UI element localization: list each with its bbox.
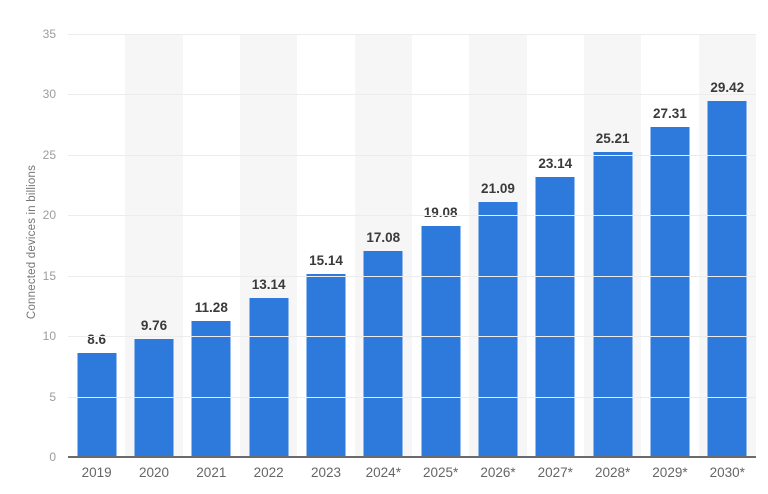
x-tick-label-2022: 2022 xyxy=(253,465,284,480)
bar-2026*[interactable] xyxy=(478,202,518,457)
column-2022: 13.14 xyxy=(239,34,298,457)
column-2025*: 19.08 xyxy=(412,34,469,457)
bar-value-label-2020: 9.76 xyxy=(140,318,168,334)
y-tick-label-30: 30 xyxy=(42,87,56,102)
x-axis: 2019 2020 2021 2022 2023 2024* 2025* 2026* 2027*… xyxy=(68,465,756,480)
plot-area: 8.6 9.76 11.28 13.14 15.14 17.08 19.08 21.09 23.… xyxy=(68,34,756,457)
column-2023: 15.14 xyxy=(297,34,354,457)
bar-value-label-2022: 13.14 xyxy=(251,277,286,293)
y-tick-label-35: 35 xyxy=(42,27,56,41)
y-tick-label-20: 20 xyxy=(42,208,56,223)
bar-2030*[interactable] xyxy=(707,101,747,457)
bar-value-label-2029*: 27.31 xyxy=(653,105,687,121)
bar-value-label-2021: 11.28 xyxy=(194,299,228,315)
column-2024*: 17.08 xyxy=(354,34,412,457)
y-axis-title: Connected devices in billions xyxy=(26,164,38,320)
bar-2022[interactable] xyxy=(249,298,289,457)
x-tick-label-2030*: 2030* xyxy=(709,465,745,480)
gridline-35 xyxy=(68,34,756,35)
column-2020: 9.76 xyxy=(125,34,183,457)
bar-2021[interactable] xyxy=(191,320,231,457)
x-tick-label-2023: 2023 xyxy=(310,465,341,480)
bar-2027*[interactable] xyxy=(535,177,575,457)
x-tick-label-2024*: 2024* xyxy=(365,465,401,480)
x-tick-label-2020: 2020 xyxy=(138,465,170,480)
bar-2020[interactable] xyxy=(134,339,174,457)
bar-2024*[interactable] xyxy=(363,250,403,457)
x-tick-label-2019: 2019 xyxy=(81,465,112,480)
y-tick-label-10: 10 xyxy=(42,329,56,344)
y-tick-label-25: 25 xyxy=(42,147,56,162)
bar-value-label-2028*: 25.21 xyxy=(595,131,630,147)
bar-2028*[interactable] xyxy=(593,152,633,457)
bar-value-label-2027*: 23.14 xyxy=(538,156,573,172)
x-tick-label-2026*: 2026* xyxy=(480,465,516,480)
x-axis-line xyxy=(68,456,756,458)
column-2019: 8.6 xyxy=(68,34,125,457)
gridline-25 xyxy=(68,154,756,156)
y-tick-label-15: 15 xyxy=(42,268,56,283)
column-2027*: 23.14 xyxy=(527,34,584,457)
gridline-30 xyxy=(68,94,756,96)
y-tick-label-5: 5 xyxy=(49,389,56,404)
bar-2023[interactable] xyxy=(306,274,346,457)
bar-value-label-2030*: 29.42 xyxy=(710,80,745,96)
column-2030*: 29.42 xyxy=(698,34,756,457)
bar-value-label-2019: 8.6 xyxy=(87,332,107,348)
x-tick-label-2021: 2021 xyxy=(196,465,227,480)
column-2026*: 21.09 xyxy=(469,34,527,457)
bar-value-label-2025*: 19.08 xyxy=(423,205,458,221)
gridline-15 xyxy=(68,275,756,277)
bar-2019[interactable] xyxy=(77,353,117,457)
column-band-layer: 8.6 9.76 11.28 13.14 15.14 17.08 19.08 21.09 23.… xyxy=(68,34,756,457)
gridline-10 xyxy=(68,336,756,338)
bar-value-label-2026*: 21.09 xyxy=(481,181,515,197)
x-tick-label-2029*: 2029* xyxy=(652,465,688,480)
bar-2029*[interactable] xyxy=(650,126,690,457)
x-tick-label-2025*: 2025* xyxy=(422,465,459,480)
column-2028*: 25.21 xyxy=(583,34,642,457)
bar-2025*[interactable] xyxy=(421,226,461,457)
gridline-20 xyxy=(68,215,756,217)
bar-value-label-2024*: 17.08 xyxy=(366,229,401,245)
gridline-5 xyxy=(68,396,756,398)
bar-value-label-2023: 15.14 xyxy=(309,253,343,269)
y-tick-label-0: 0 xyxy=(49,450,56,464)
column-2021: 11.28 xyxy=(183,34,240,457)
column-2029*: 27.31 xyxy=(641,34,698,457)
x-tick-label-2028*: 2028* xyxy=(594,465,631,480)
x-tick-label-2027*: 2027* xyxy=(537,465,573,480)
